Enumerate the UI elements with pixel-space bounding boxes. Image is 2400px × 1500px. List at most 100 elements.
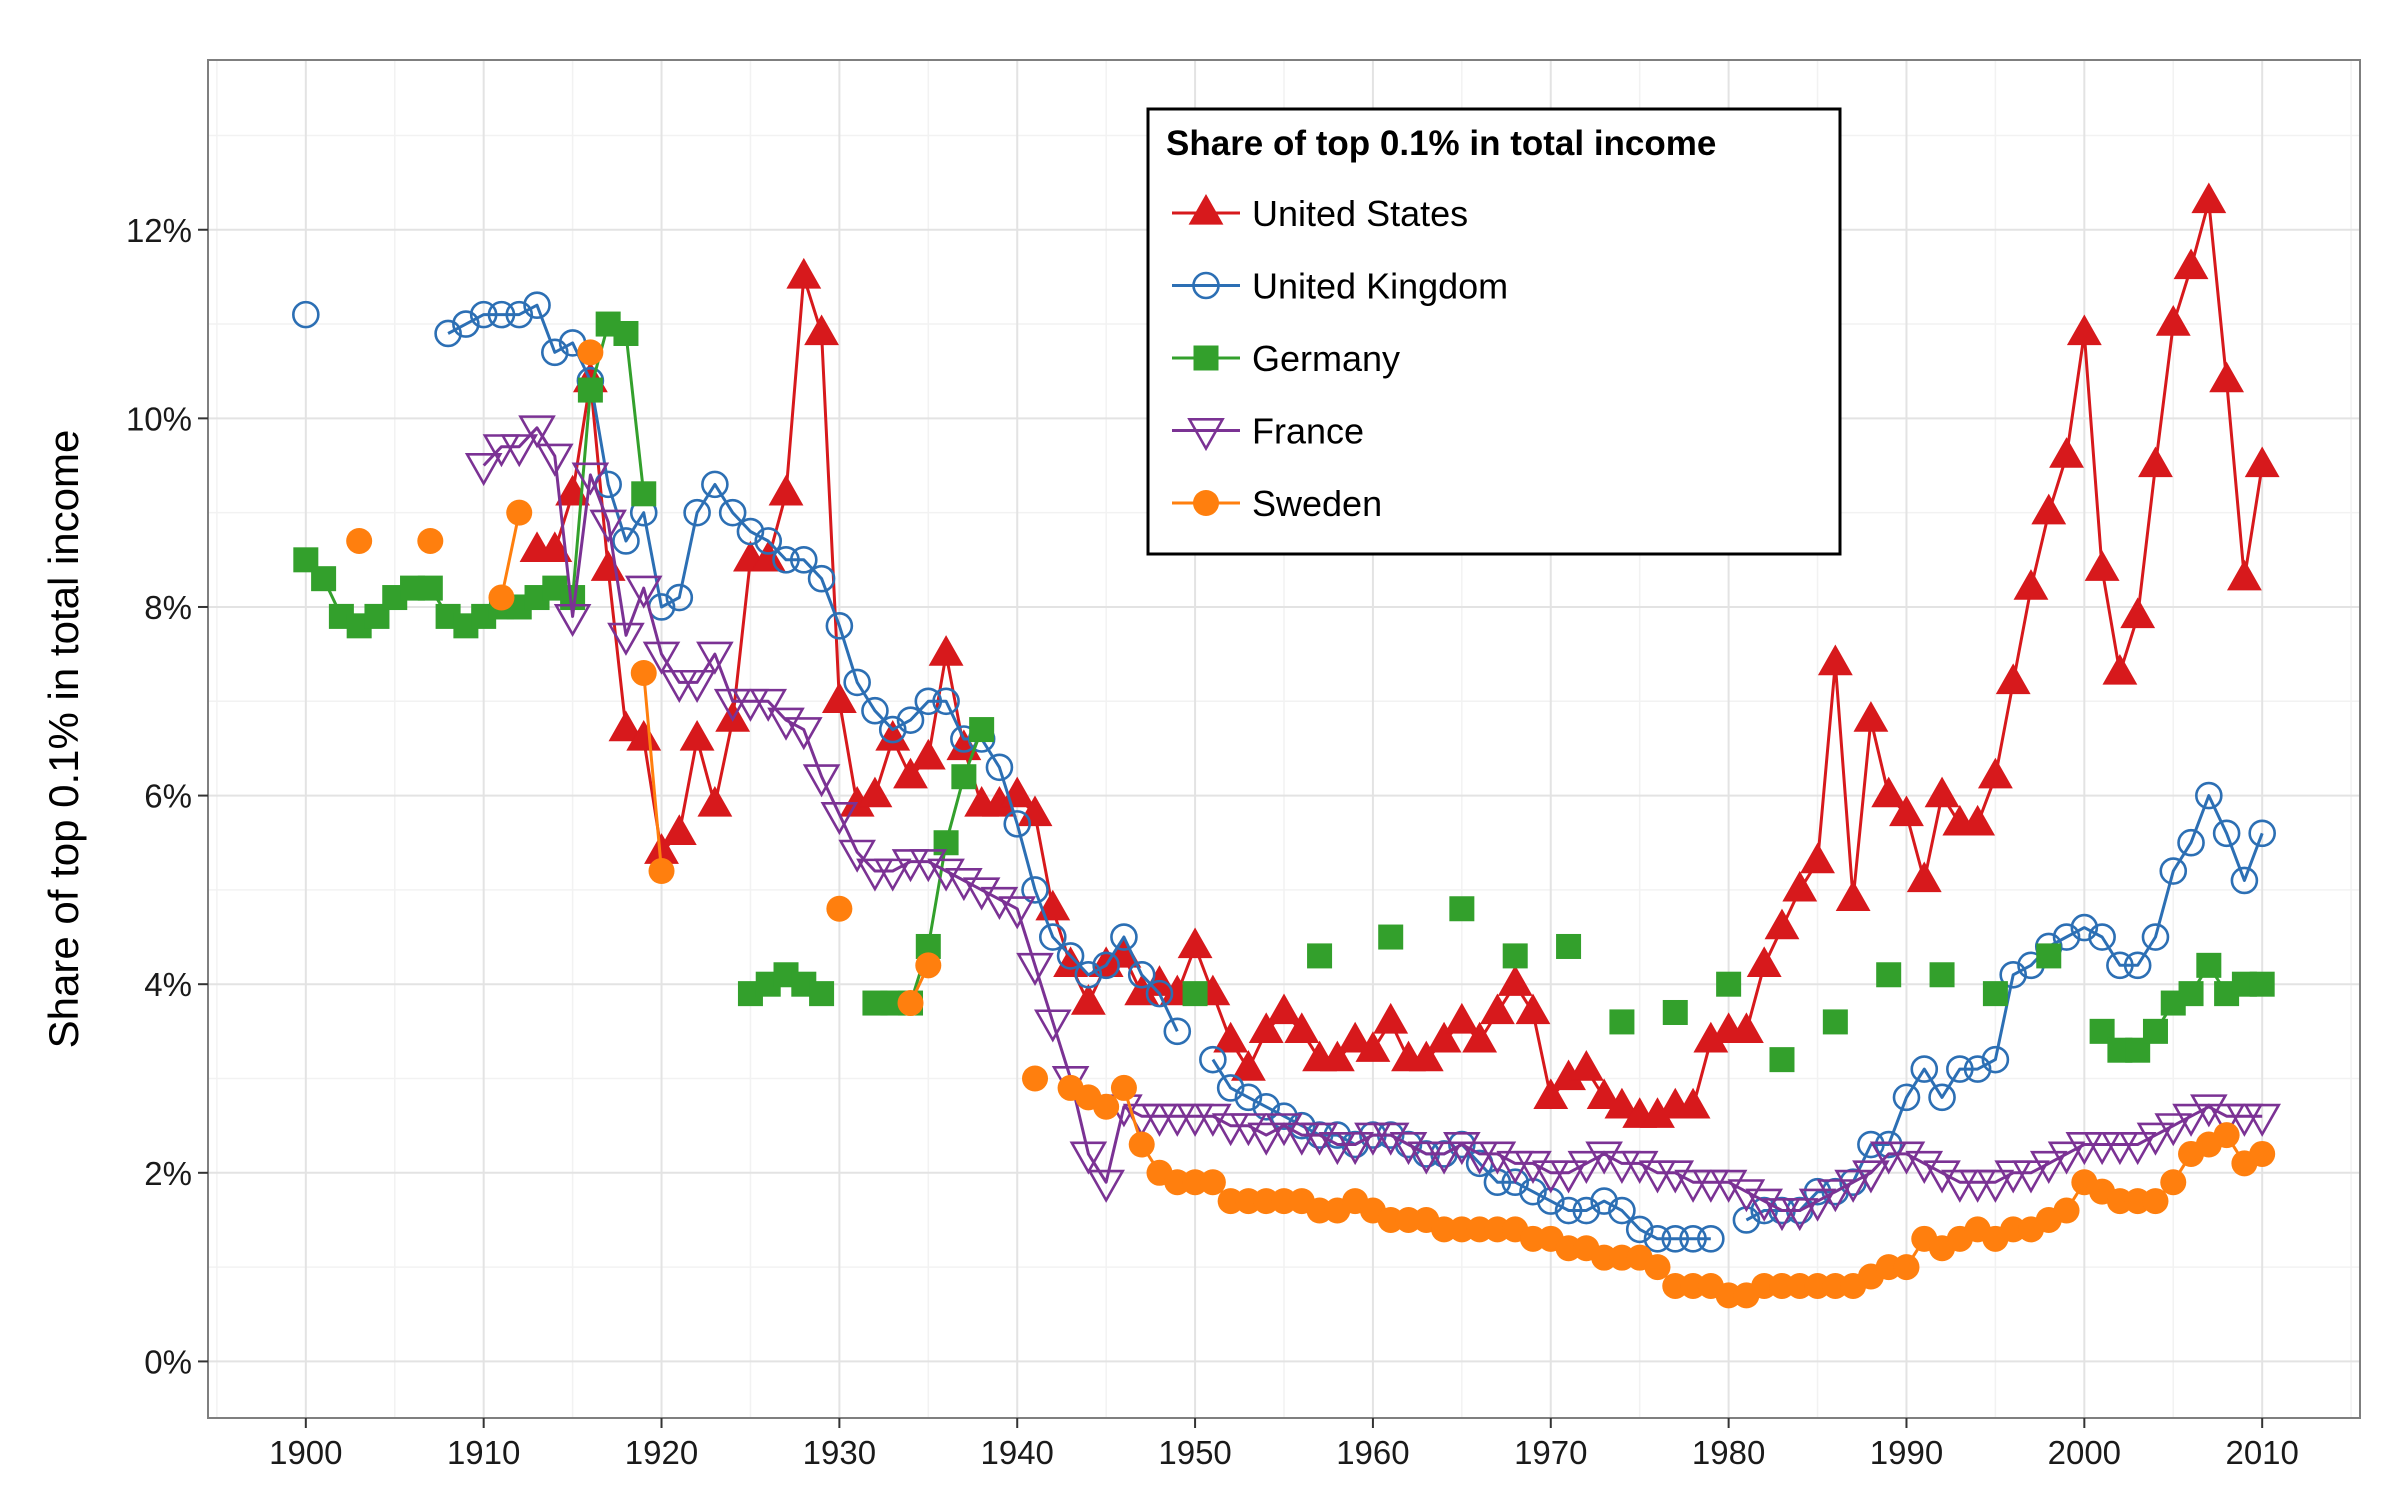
data-point-united-states	[1728, 1012, 1764, 1044]
data-point-france	[962, 877, 1001, 911]
data-point-united-kingdom	[2088, 923, 2116, 951]
data-point-france	[1389, 1132, 1428, 1166]
data-point-sweden	[826, 895, 853, 922]
legend-label-germany: Germany	[1252, 338, 1400, 379]
data-point-united-kingdom	[1750, 1196, 1778, 1225]
data-point-united-kingdom	[2052, 923, 2081, 951]
data-point-united-states	[1782, 870, 1818, 902]
data-point-united-kingdom	[843, 668, 871, 697]
data-point-sweden	[1110, 1074, 1137, 1101]
data-point-united-kingdom	[1163, 1017, 1192, 1046]
data-point-sweden	[1662, 1272, 1689, 1299]
data-point-sweden	[1271, 1188, 1297, 1215]
data-point-united-states	[697, 786, 733, 817]
data-point-sweden	[1751, 1272, 1778, 1299]
x-tick-label: 2010	[2225, 1434, 2298, 1471]
data-point-france	[2012, 1160, 2050, 1194]
data-point-united-kingdom	[1021, 876, 1049, 904]
data-point-sweden	[577, 339, 604, 366]
data-point-france	[909, 849, 948, 883]
data-point-united-states	[2244, 446, 2280, 478]
data-point-united-kingdom	[701, 470, 729, 499]
data-point-united-states	[1853, 701, 1889, 732]
data-point-germany	[1929, 962, 1955, 988]
data-point-sweden	[1182, 1169, 1209, 1196]
data-point-france	[1585, 1141, 1623, 1175]
data-point-sweden	[2160, 1169, 2187, 1196]
data-point-united-kingdom	[2195, 781, 2223, 810]
data-point-united-states	[1053, 946, 1088, 977]
data-point-france	[1371, 1122, 1410, 1156]
data-point-united-kingdom	[2106, 951, 2134, 980]
data-point-sweden	[1893, 1254, 1920, 1281]
data-point-france	[1620, 1150, 1659, 1185]
data-point-france	[838, 839, 876, 873]
data-point-united-kingdom	[2141, 923, 2170, 951]
data-point-united-states	[786, 257, 822, 289]
data-point-united-states	[1213, 1021, 1249, 1053]
x-tick-label: 1910	[447, 1434, 520, 1471]
data-point-france	[1780, 1198, 1819, 1232]
data-point-sweden	[1519, 1225, 1546, 1252]
data-point-germany	[1449, 896, 1475, 922]
data-point-france	[678, 669, 716, 704]
data-point-united-states	[1480, 993, 1515, 1025]
data-point-france	[749, 688, 788, 722]
data-point-united-kingdom	[1074, 960, 1103, 989]
data-point-united-kingdom	[2123, 951, 2152, 980]
data-point-sweden	[417, 527, 444, 554]
data-point-sweden	[1608, 1244, 1635, 1271]
data-point-united-states	[1355, 1031, 1391, 1062]
data-point-france	[2172, 1103, 2210, 1137]
data-point-united-states	[2084, 550, 2120, 581]
data-point-united-kingdom	[914, 687, 943, 716]
data-point-united-kingdom	[1857, 1130, 1885, 1159]
series-france	[464, 415, 2281, 1232]
data-point-united-states	[2226, 559, 2262, 591]
data-point-united-kingdom	[1110, 923, 1138, 951]
data-point-france	[2118, 1132, 2157, 1166]
data-point-united-kingdom	[541, 338, 569, 367]
data-point-france	[2047, 1141, 2086, 1175]
data-point-united-states	[928, 635, 964, 666]
data-point-united-kingdom	[825, 612, 854, 640]
data-point-united-states	[2120, 597, 2156, 629]
data-point-united-kingdom	[1216, 1074, 1245, 1102]
data-point-united-kingdom	[1874, 1130, 1903, 1159]
data-point-sweden	[1715, 1282, 1742, 1309]
data-point-germany	[1502, 943, 1528, 969]
data-point-united-states	[1017, 795, 1053, 827]
data-point-france	[518, 415, 556, 449]
data-point-sweden	[1680, 1272, 1707, 1299]
data-point-sweden	[1253, 1188, 1280, 1215]
data-point-france	[2243, 1103, 2281, 1137]
data-point-france	[1300, 1122, 1339, 1156]
x-tick-label: 1970	[1514, 1434, 1587, 1471]
data-point-united-kingdom	[469, 300, 498, 329]
data-point-germany	[2249, 971, 2275, 997]
data-point-united-states	[608, 710, 644, 742]
data-point-united-states	[1568, 1050, 1604, 1081]
data-point-sweden	[346, 527, 373, 554]
data-point-germany	[1769, 1047, 1795, 1073]
data-point-germany	[1556, 933, 1582, 959]
data-point-france	[1798, 1188, 1837, 1222]
legend-marker-sweden	[1193, 490, 1219, 516]
series-line-france	[482, 426, 2263, 1212]
data-point-france	[927, 858, 965, 892]
data-point-united-kingdom	[807, 564, 836, 593]
data-point-united-states	[1906, 861, 1942, 893]
data-point-sweden	[648, 858, 675, 885]
data-point-united-kingdom	[1590, 1187, 1618, 1215]
data-point-sweden	[1022, 1065, 1049, 1092]
data-point-france	[1514, 1150, 1552, 1185]
data-point-united-kingdom	[523, 291, 551, 319]
data-point-united-states	[893, 757, 928, 789]
legend-label-sweden: Sweden	[1252, 483, 1382, 524]
data-point-united-states	[875, 719, 911, 751]
data-point-france	[1265, 1113, 1303, 1147]
data-point-germany	[613, 320, 639, 346]
data-point-france	[642, 641, 681, 675]
data-point-france	[802, 764, 841, 798]
data-point-united-states	[1675, 1087, 1711, 1119]
